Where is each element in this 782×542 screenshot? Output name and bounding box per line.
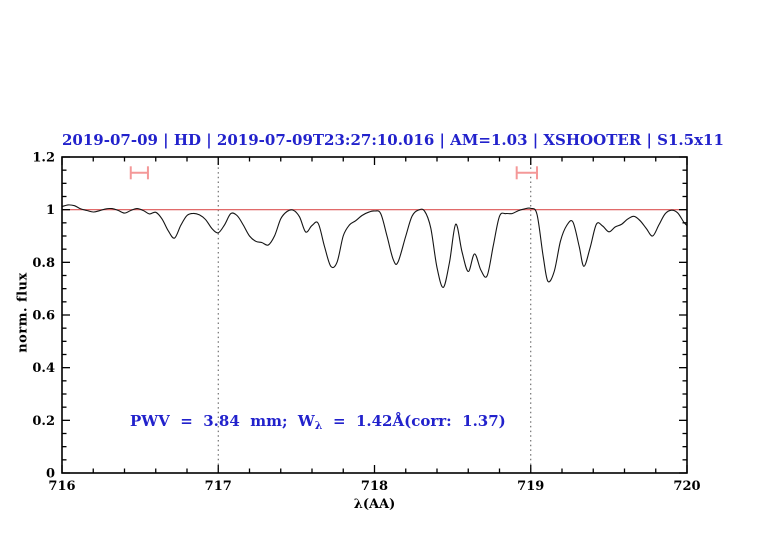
x-axis-label: λ(AA): [353, 497, 396, 512]
x-tick-label: 716: [48, 479, 75, 494]
pwv-annotation-value: = 1.42Å(corr: 1.37): [322, 412, 506, 430]
y-tick-label: 0.4: [32, 361, 55, 376]
telluric-band-marker: [129, 166, 149, 180]
pwv-annotation-text: PWV = 3.84 mm; W: [130, 412, 315, 430]
telluric-band-marker: [515, 166, 538, 180]
pwv-annotation: PWV = 3.84 mm; Wλ = 1.42Å(corr: 1.37): [130, 412, 506, 432]
y-tick-label: 0.6: [32, 309, 55, 324]
y-tick-label: 1: [46, 203, 55, 218]
x-tick-label: 718: [361, 479, 388, 494]
lambda-subscript: λ: [314, 419, 323, 432]
y-axis-label: norm. flux: [15, 272, 31, 353]
axis-ticks: [61, 156, 688, 474]
spectrum-line: [61, 204, 688, 288]
x-tick-label: 717: [205, 479, 232, 494]
y-tick-label: 1.2: [32, 151, 55, 166]
y-tick-label: 0.2: [32, 414, 55, 429]
y-tick-label: 0.8: [32, 256, 55, 271]
x-tick-label: 720: [673, 479, 700, 494]
x-tick-label: 719: [517, 479, 544, 494]
y-tick-label: 0: [46, 467, 55, 482]
